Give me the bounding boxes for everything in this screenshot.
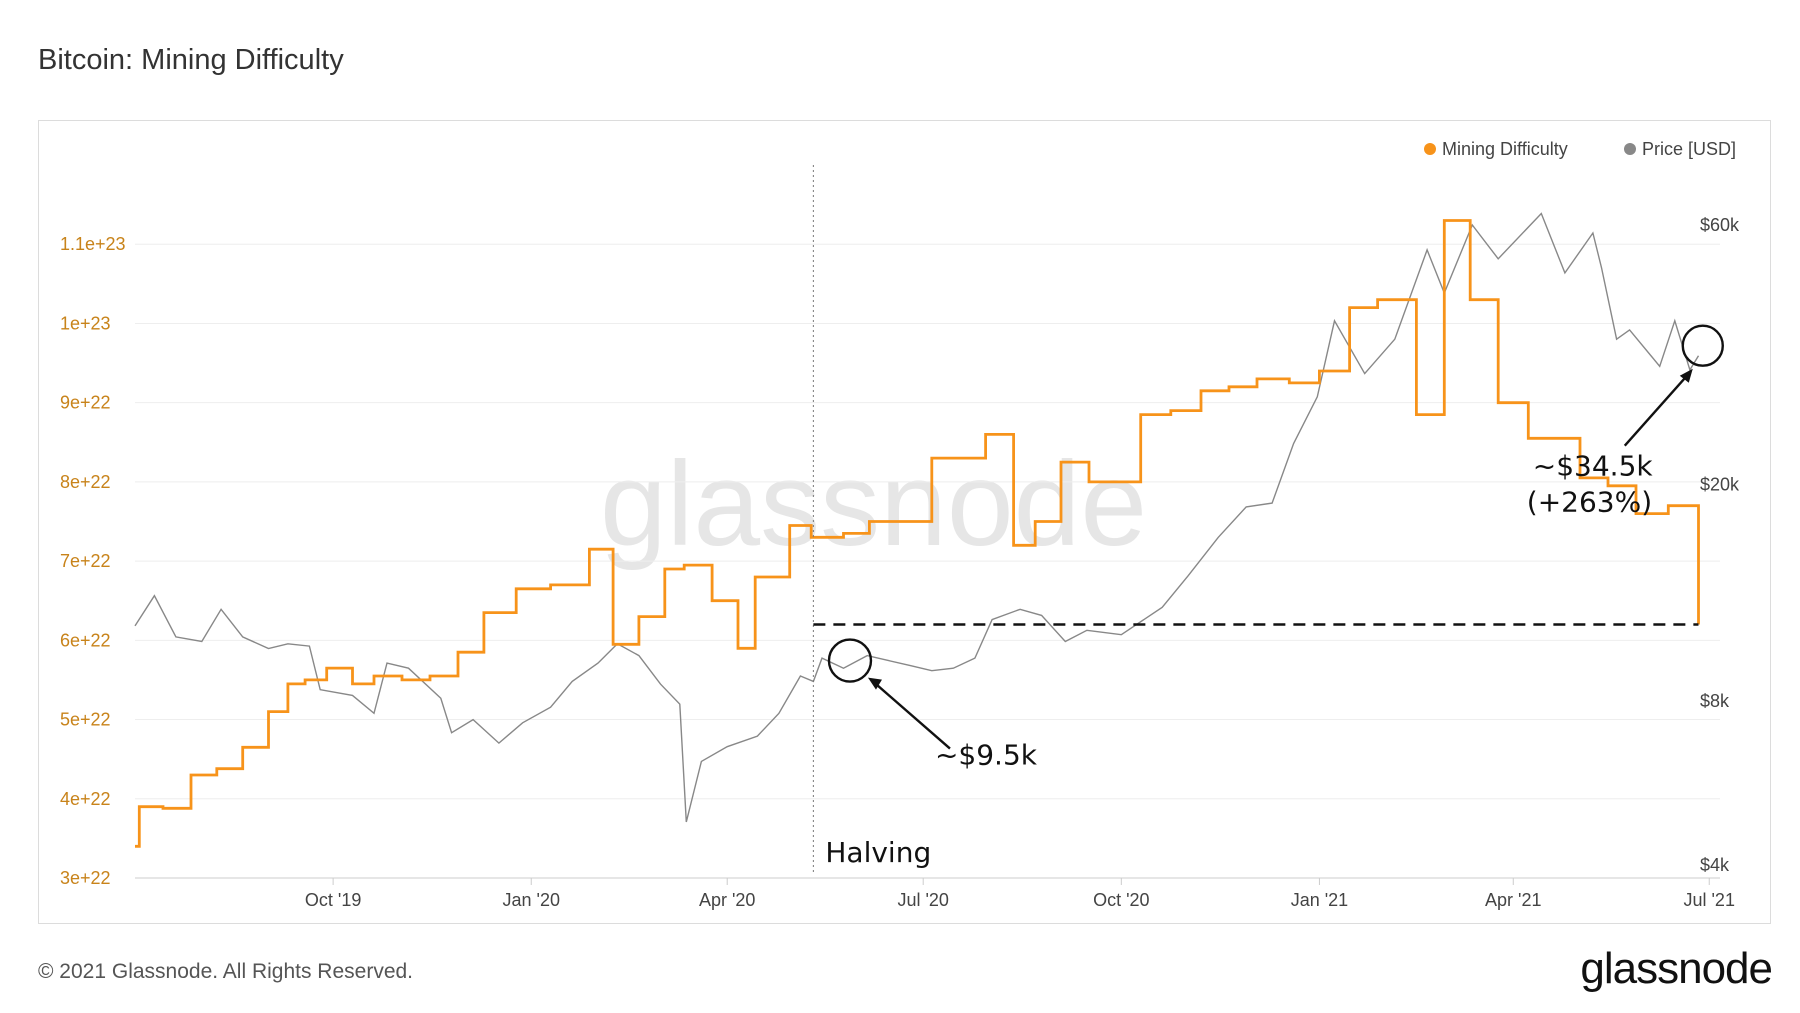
x-tick-label: Jan '20 <box>503 890 560 910</box>
legend[interactable]: Mining Difficulty Price [USD] <box>1424 139 1736 159</box>
arrowhead-34-5k <box>1679 368 1693 383</box>
series-layer <box>134 212 1700 848</box>
chart-frame <box>38 120 1771 924</box>
watermark: glassnode <box>600 437 1147 571</box>
right-tick-label: $4k <box>1700 855 1730 875</box>
annotations-layer: Halving ~$9.5k ~$34.5k(+263%) <box>812 165 1724 872</box>
legend-marker <box>1424 143 1436 155</box>
axes: 3e+22 4e+22 5e+22 6e+22 7e+22 8e+22 9e+22 1e+23… <box>60 215 1740 910</box>
legend-label: Mining Difficulty <box>1442 139 1568 159</box>
chart-title: Bitcoin: Mining Difficulty <box>38 44 344 76</box>
x-tick-label: Jan '21 <box>1291 890 1348 910</box>
left-tick-label: 4e+22 <box>60 789 111 809</box>
left-tick-label: 9e+22 <box>60 393 111 413</box>
price-usd-line <box>134 212 1700 823</box>
price-circle-34-5k <box>1681 324 1724 367</box>
annotation-9-5k: ~$9.5k <box>935 739 1038 772</box>
copyright-footer: © 2021 Glassnode. All Rights Reserved. <box>38 960 414 983</box>
annotation-263-percent: (+263%) <box>1527 486 1652 519</box>
arrow-34-5k <box>1623 372 1690 447</box>
right-tick-label: $60k <box>1700 215 1740 235</box>
left-tick-label: 6e+22 <box>60 630 111 650</box>
left-tick-label: 8e+22 <box>60 472 111 492</box>
grid-lines <box>135 243 1720 879</box>
left-tick-label: 3e+22 <box>60 868 111 888</box>
x-tick-label: Jul '21 <box>1683 890 1734 910</box>
left-tick-label: 1e+23 <box>60 313 111 333</box>
x-tick-label: Oct '20 <box>1093 890 1149 910</box>
annotation-34-5k: ~$34.5k <box>1533 450 1654 483</box>
price-circle-9-5k <box>827 638 873 683</box>
glassnode-logo[interactable]: glassnode <box>1580 944 1773 993</box>
mining-difficulty-line <box>135 219 1700 848</box>
right-tick-label: $8k <box>1700 691 1730 711</box>
arrowhead-9-5k <box>867 677 882 690</box>
x-tick-label: Apr '21 <box>1485 890 1541 910</box>
left-tick-label: 7e+22 <box>60 551 111 571</box>
legend-marker <box>1624 143 1636 155</box>
right-tick-label: $20k <box>1700 475 1740 495</box>
halving-label: Halving <box>825 836 931 869</box>
x-tick-label: Jul '20 <box>897 890 948 910</box>
x-tick-label: Oct '19 <box>305 890 361 910</box>
left-tick-label: 5e+22 <box>60 710 111 730</box>
left-tick-label: 1.1e+23 <box>60 234 126 254</box>
legend-label: Price [USD] <box>1642 139 1736 159</box>
x-tick-label: Apr '20 <box>699 890 755 910</box>
arrow-9-5k <box>871 679 951 750</box>
